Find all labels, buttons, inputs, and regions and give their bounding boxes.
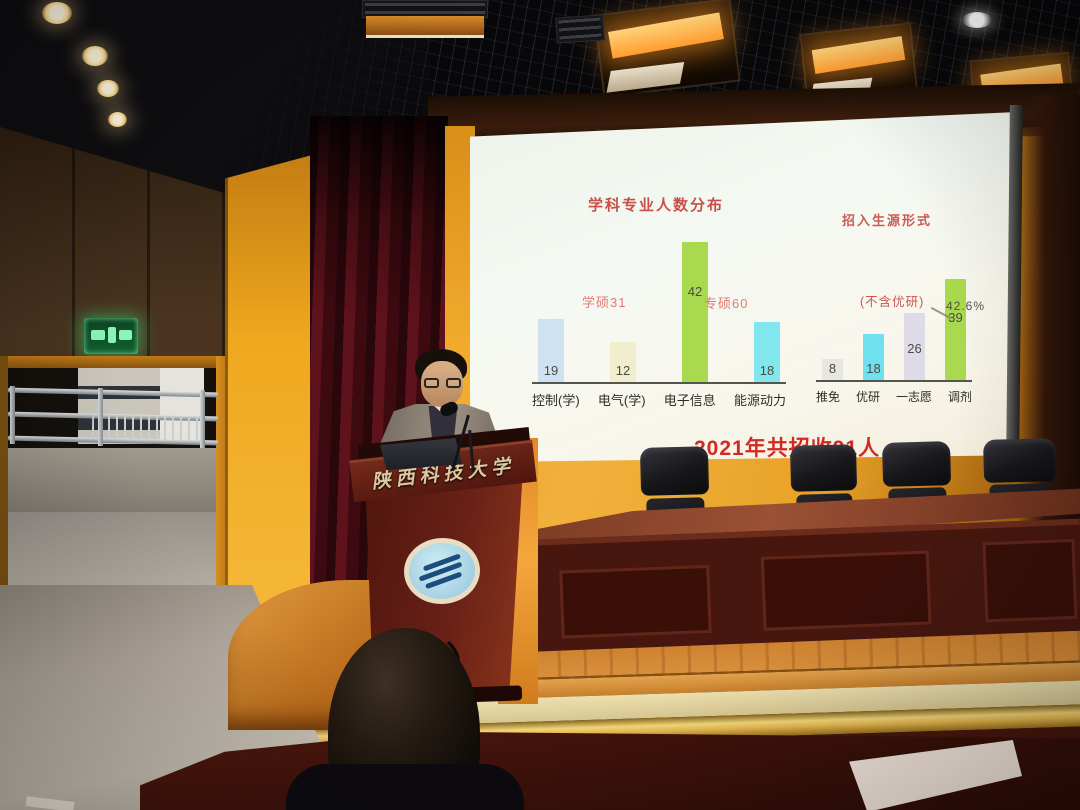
category-label: 优研 (855, 390, 880, 404)
small-ceiling-light (962, 12, 992, 28)
side-opening (0, 356, 240, 618)
category-label: 一志愿 (895, 390, 932, 404)
chart-bar: 8 (822, 359, 843, 380)
chart-categories: 推免 优研 一志愿 调剂 (816, 388, 972, 405)
exit-sign (84, 318, 138, 354)
lamp-housing (606, 62, 685, 93)
ceiling-lamp (593, 0, 741, 99)
category-label: 电气(学) (597, 393, 646, 408)
projection-screen: 学科专业人数分布 招入生源形式 19 12 42 18 控制(学) 电气(学) 电子信息 能… (470, 112, 1018, 463)
chart-bar: 39 (945, 279, 966, 380)
railing-post (10, 386, 15, 444)
chart-bar: 18 (863, 333, 884, 380)
category-label: 推免 (816, 390, 841, 404)
vent-slats (558, 17, 602, 41)
slide-title-left: 学科专业人数分布 (588, 197, 725, 214)
head-table-front (524, 518, 1080, 652)
bar-chart-admission-source: 8 18 26 39 推免 优研 一志愿 调剂 (816, 264, 972, 405)
chair-headrest (639, 446, 710, 497)
annotation-percentage: 42.6% (946, 299, 986, 313)
chart-bars: 8 18 26 39 (816, 264, 972, 382)
bar-value-label: 18 (866, 361, 881, 376)
bar-chart-majors: 19 12 42 18 控制(学) 电气(学) 电子信息 能源动力 (532, 232, 786, 409)
downlight-icon (108, 112, 127, 127)
exit-sign-glyph (119, 330, 132, 340)
chart-bar: 19 (538, 318, 564, 382)
downlight-icon (97, 80, 119, 97)
air-vent (555, 14, 605, 44)
table-panel (760, 550, 932, 631)
presenter-glasses (424, 378, 461, 389)
bar-value-label: 19 (543, 363, 559, 378)
exit-sign-glyph (108, 327, 116, 343)
bar-value-label: 18 (759, 363, 775, 378)
railing-post (98, 388, 103, 446)
chart-categories: 控制(学) 电气(学) 电子信息 能源动力 (532, 390, 786, 409)
opening-frame (0, 356, 240, 368)
vent-slats (365, 3, 485, 15)
chart-bar: 42 (682, 242, 708, 382)
slide-title-right: 招入生源形式 (842, 213, 933, 228)
audience-shoulders (286, 764, 524, 810)
glasses-lens (424, 378, 439, 388)
railing-post (200, 390, 205, 448)
lamp-glow (811, 35, 905, 74)
chair-headrest (983, 438, 1057, 483)
presenter-face (421, 361, 463, 407)
railing-balusters (91, 414, 205, 442)
chart-bar: 12 (610, 342, 636, 382)
air-vent (362, 0, 488, 18)
downlight-icon (82, 46, 108, 66)
bar-value-label: 42 (687, 284, 703, 299)
category-label: 能源动力 (733, 393, 786, 408)
glasses-lens (446, 378, 461, 388)
chart-bars: 19 12 42 18 (532, 232, 786, 384)
chair-headrest (881, 441, 952, 487)
annotation-professional-masters: 专硕60 (704, 296, 749, 311)
downlight-icon (42, 2, 72, 24)
category-label: 调剂 (947, 390, 972, 404)
chart-bar: 26 (904, 312, 925, 380)
bar-value-label: 26 (907, 341, 922, 357)
bar-value-label: 8 (828, 361, 837, 376)
concrete-parapet (8, 448, 216, 512)
vent-face (366, 16, 484, 38)
bar-value-label: 12 (615, 363, 631, 378)
bar-value-label: 39 (948, 309, 963, 325)
annotation-academic-masters: 学硕31 (582, 295, 627, 310)
category-label: 控制(学) (532, 393, 580, 408)
chair-headrest (789, 444, 858, 492)
amber-wall-column (225, 154, 313, 625)
chart-bar: 18 (754, 322, 780, 382)
lamp-glow (607, 12, 724, 60)
annotation-excluding-youyan: (不含优研) (860, 295, 925, 309)
table-panel (982, 538, 1078, 623)
exit-sign-glyph (91, 330, 105, 340)
category-label: 电子信息 (663, 393, 716, 408)
opening-frame (0, 356, 8, 618)
table-panel (559, 564, 712, 639)
